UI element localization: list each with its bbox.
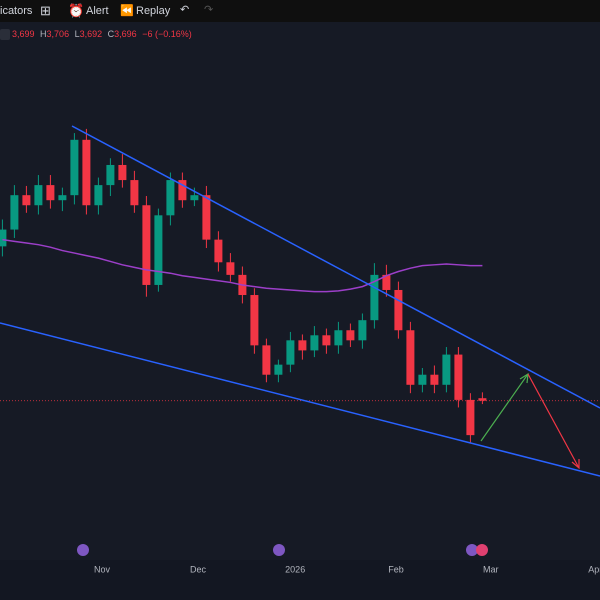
candle-body [202,195,211,240]
close-label: C [108,29,115,39]
candle-body [34,185,43,206]
candle-body [178,180,187,201]
candle-body [346,330,355,341]
up-arrow [480,373,529,442]
candle-body [454,354,463,400]
candle-body [298,340,307,351]
high: 3,706 [47,29,70,39]
candle-body [370,274,379,321]
ohlc-legend: 3,699 H3,706 L3,692 C3,696 −6 (−0.16%) [12,29,192,39]
redo[interactable]: ↷ [204,4,214,16]
down-arrow-head [571,459,580,470]
candle-body [478,398,487,401]
candles [0,128,600,444]
lower-trendline [0,322,600,477]
indicators-button[interactable]: icators [0,5,33,17]
candle-body [22,195,31,206]
close: 3,696 [114,29,137,39]
candle-body [442,354,451,385]
candle-body [322,335,331,346]
replay-button[interactable]: Replay [136,5,171,17]
candle-body [466,399,475,436]
candle-body [142,205,151,285]
time-axis [0,560,600,600]
x-tick-label: Nov [94,564,111,574]
candle-body [274,364,283,375]
candle-body [310,335,319,351]
candle-body [286,340,295,365]
candle-body [154,215,163,285]
candle-body [334,330,343,346]
candle-body [226,262,235,275]
candle-body [190,195,199,201]
candle-body [118,164,127,181]
candle-body [106,164,115,186]
x-tick-label: Mar [483,564,499,574]
low-label: L [75,29,80,39]
up-arrow-head [519,372,529,384]
replay-icon[interactable]: ⏪ [120,5,134,17]
candle-body [130,180,139,206]
moving-average [2,238,483,293]
candle-body [418,374,427,385]
event-icon[interactable] [466,544,478,556]
change: −6 (−0.16%) [142,29,192,39]
alert-icon[interactable]: ⏰ [68,3,85,18]
upper-trendline [71,125,600,409]
candle-body [166,180,175,216]
event-icon[interactable] [273,544,285,556]
candle-body [382,274,391,290]
down-arrow [527,373,580,469]
event-icon[interactable] [77,544,89,556]
open: 3,699 [12,29,35,39]
x-tick-label: Apr [588,564,600,574]
undo[interactable]: ↶ [180,4,190,16]
candle-body [250,295,259,346]
x-tick-label: 2026 [285,564,305,574]
candle-body [394,289,403,331]
candle-body [406,330,415,385]
candle-body [214,239,223,263]
x-tick-label: Feb [388,564,404,574]
high-label: H [40,29,47,39]
candle-body [58,195,67,201]
candle-body [94,185,103,206]
x-tick-label: Dec [190,564,207,574]
candle-body [46,185,55,201]
legend-toggle[interactable] [0,29,10,40]
candle-body [82,139,91,206]
candle-body [70,139,79,196]
low: 3,692 [80,29,103,39]
candle-body [430,374,439,385]
event-icon[interactable] [476,544,488,556]
alert-button[interactable]: Alert [86,5,109,17]
toolbar: icators ⊞ ⏰ Alert ⏪ Replay ↶ ↷ [0,0,600,22]
candle-body [10,195,19,230]
candle-body [358,320,367,341]
chart: 3,699 H3,706 L3,692 C3,696 −6 (−0.16%) N… [0,29,600,600]
layout-icon[interactable]: ⊞ [40,3,51,18]
candle-body [0,229,7,247]
candle-body [262,345,271,375]
